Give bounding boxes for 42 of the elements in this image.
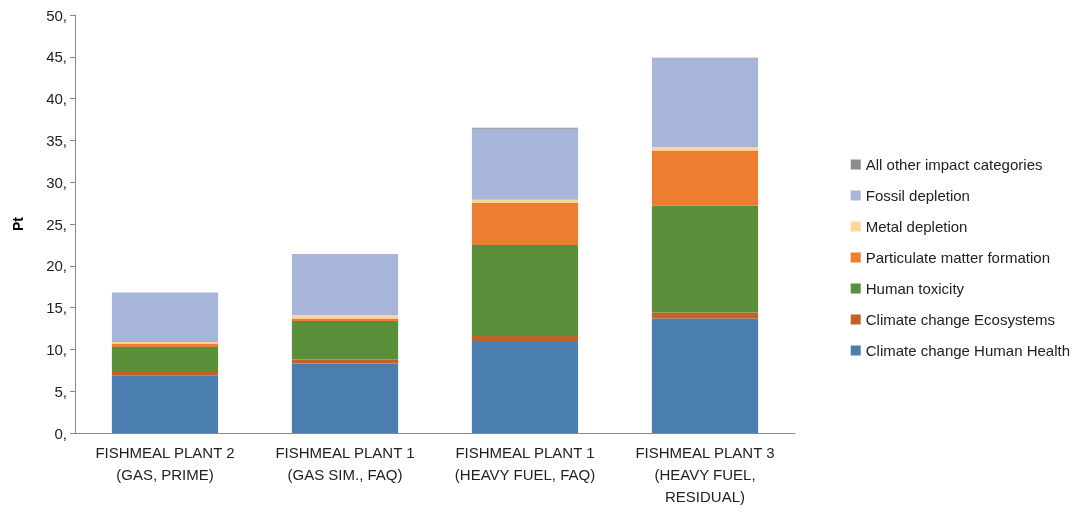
- y-tick-label: 45,: [46, 48, 67, 66]
- legend-label: Climate change Ecosystems: [865, 311, 1055, 328]
- bar: [291, 363, 399, 433]
- x-tick-label: FISHMEAL PLANT 2 (GAS, PRIME): [95, 443, 235, 483]
- y-tick-label: 20,: [46, 257, 67, 275]
- x-tick-label: FISHMEAL PLANT 1 (GAS SIM., FAQ): [275, 443, 415, 483]
- bar: [471, 336, 579, 342]
- bar: [471, 128, 579, 200]
- y-axis-title: Pt: [10, 216, 26, 231]
- x-tick-label: FISHMEAL PLANT 3 (HEAVY FUEL, RESIDUAL): [635, 443, 775, 505]
- bar: [651, 205, 759, 313]
- y-tick-label: 40,: [46, 90, 67, 108]
- legend-label: Fossil depletion: [865, 187, 970, 204]
- bar: [291, 254, 399, 316]
- bar: [651, 150, 759, 206]
- legend-label: All other impact categories: [865, 156, 1043, 173]
- bar: [651, 147, 759, 151]
- bar: [651, 318, 759, 433]
- bar: [471, 341, 579, 433]
- legend-label: Climate change Human Health: [865, 342, 1071, 359]
- legend-label: Metal depletion: [865, 218, 968, 235]
- y-tick-label: 15,: [46, 299, 67, 317]
- x-tick-label: FISHMEAL PLANT 1 (HEAVY FUEL, FAQ): [454, 443, 596, 483]
- legend-label: Particulate matter formation: [865, 249, 1050, 266]
- bar: [291, 320, 399, 360]
- bar: [291, 359, 399, 364]
- bar: [111, 375, 219, 433]
- y-tick-label: 10,: [46, 340, 67, 358]
- bar: [111, 346, 219, 372]
- y-tick-label: 25,: [46, 215, 67, 233]
- bar: [651, 58, 759, 148]
- bar: [111, 371, 219, 376]
- bar: [471, 203, 579, 245]
- legend-label: Human toxicity: [865, 280, 965, 297]
- y-tick-label: 30,: [46, 173, 67, 191]
- bar: [471, 244, 579, 337]
- y-tick-label: 5,: [54, 382, 67, 400]
- y-tick-label: 35,: [46, 131, 67, 149]
- bar: [111, 292, 219, 342]
- bar: [471, 199, 579, 204]
- y-tick-label: 0,: [54, 424, 67, 442]
- y-tick-label: 50,: [46, 6, 67, 24]
